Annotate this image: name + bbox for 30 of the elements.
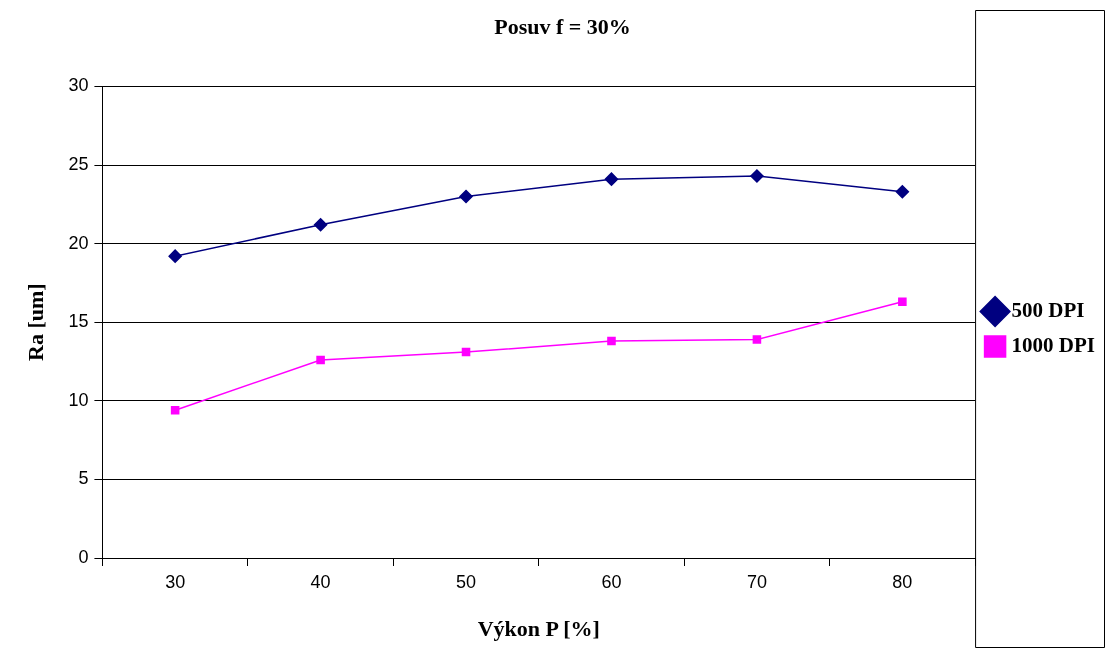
x-tick-label: 60 [601,571,622,592]
point [459,189,473,204]
chart-title: Posuv f = 30% [494,13,631,39]
x-tick-label: 70 [746,571,767,592]
y-tick-label: 25 [68,153,89,174]
point [604,172,619,186]
y-tick-label: 20 [68,232,89,253]
x-tick-label: 50 [456,571,477,592]
point [895,184,910,199]
point [168,249,182,263]
point [752,335,762,344]
y-tick-label: 15 [68,311,89,332]
point [750,169,764,183]
point [313,217,328,232]
y-tick-label: 5 [78,468,89,489]
point [461,347,471,357]
y-tick-label: 10 [68,389,89,410]
point [316,355,325,365]
y-tick-label: 30 [68,75,89,96]
point [898,297,907,307]
x-tick-label: 80 [892,571,913,592]
legend-label: 1000 DPI [1011,332,1096,357]
y-tick-label: 0 [78,546,89,567]
y-axis-title: Ra [um] [22,283,48,361]
legend-label: 500 DPI [1011,297,1085,322]
x-tick-label: 30 [165,571,186,592]
x-tick-label: 40 [310,571,331,592]
point [170,405,180,415]
x-axis-title: Výkon P [%] [477,616,600,642]
point [607,336,616,346]
